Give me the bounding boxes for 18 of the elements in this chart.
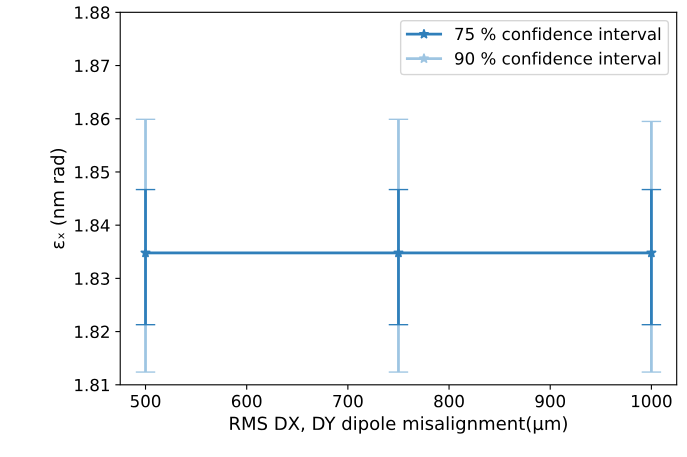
x-tick-label: 800	[434, 394, 464, 408]
x-tick-label: 1000	[632, 394, 672, 408]
y-tick-label: 1.83	[75, 272, 110, 285]
legend-label: 75 % confidence interval	[455, 27, 660, 40]
y-tick-label: 1.82	[75, 326, 109, 338]
legend-label: 90 % confidence interval	[455, 52, 660, 65]
x-axis-title: RMS DX, DY dipole misalignment(μm)	[230, 416, 567, 434]
y-tick-label: 1.87	[75, 60, 110, 72]
y-tick-label: 1.81	[75, 378, 109, 392]
x-tick-label: 700	[333, 394, 363, 408]
y-axis-title: εₓ (nm rad)	[50, 148, 66, 249]
y-tick-label: 1.85	[75, 166, 110, 179]
x-tick-label: 900	[535, 394, 566, 408]
y-tick-label: 1.88	[75, 6, 110, 19]
x-tick-label: 600	[232, 394, 262, 408]
y-tick-label: 1.84	[75, 219, 110, 232]
x-tick-label: 500	[130, 394, 160, 408]
y-tick-label: 1.86	[75, 112, 110, 126]
